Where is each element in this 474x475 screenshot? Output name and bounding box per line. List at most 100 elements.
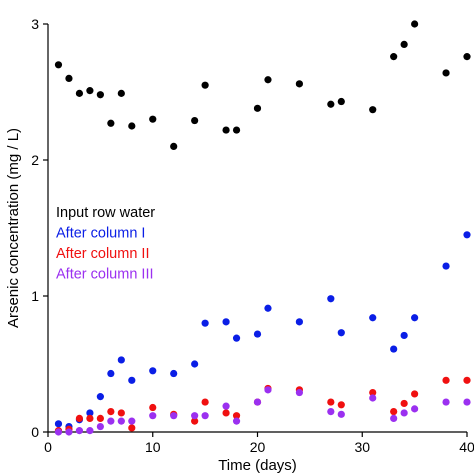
data-point-series-4 [191, 412, 199, 420]
data-point-series-2 [128, 376, 136, 384]
data-point-series-4 [170, 412, 178, 420]
data-point-series-4 [54, 428, 63, 436]
data-point-series-4 [442, 398, 450, 406]
data-point-series-1 [75, 89, 84, 97]
data-point-series-1 [128, 122, 136, 130]
data-point-series-2 [390, 345, 398, 353]
data-point-series-3 [75, 414, 84, 422]
data-point-series-2 [170, 369, 178, 378]
data-point-series-1 [369, 106, 377, 114]
data-point-series-3 [463, 376, 471, 384]
data-point-series-1 [295, 80, 303, 88]
data-point-series-4 [327, 408, 335, 416]
x-axis-title: Time (days) [218, 457, 297, 474]
data-point-series-1 [232, 126, 241, 134]
data-point-series-4 [264, 386, 272, 394]
x-tick-label: 20 [250, 439, 266, 455]
data-point-series-4 [463, 398, 471, 406]
data-point-series-3 [128, 424, 136, 432]
data-point-series-1 [96, 91, 104, 99]
data-point-series-2 [411, 314, 419, 322]
data-point-series-1 [54, 61, 63, 69]
data-point-series-1 [400, 40, 408, 49]
x-tick-label: 0 [44, 439, 52, 455]
y-axis-ticks: 0 1 2 3 [31, 16, 48, 440]
data-point-series-1 [149, 115, 157, 123]
x-tick-label: 40 [459, 439, 474, 455]
data-point-series-2 [400, 331, 408, 340]
data-point-series-4 [222, 402, 230, 410]
data-point-series-1 [191, 116, 199, 125]
data-point-series-2 [253, 330, 262, 338]
y-tick-label: 1 [31, 288, 39, 304]
data-point-series-3 [222, 409, 230, 417]
data-point-series-2 [295, 318, 303, 326]
data-point-series-1 [327, 100, 335, 108]
data-point-series-3 [369, 388, 377, 397]
data-point-series-1 [442, 69, 450, 77]
data-point-series-1 [86, 87, 94, 95]
data-point-series-1 [390, 53, 398, 61]
data-point-series-1 [117, 89, 125, 97]
legend-entry-input-row-water: Input row water [56, 205, 155, 221]
y-axis-title: Arsenic concentration (mg / L) [5, 128, 22, 328]
data-point-series-3 [86, 414, 94, 422]
data-point-series-1 [337, 97, 345, 106]
data-point-series-2 [463, 231, 471, 239]
data-point-series-4 [117, 417, 125, 425]
data-point-series-2 [201, 319, 209, 327]
data-point-series-3 [442, 376, 450, 384]
data-point-series-2 [149, 367, 157, 375]
data-point-series-2 [369, 314, 377, 322]
data-point-series-2 [264, 304, 272, 312]
data-point-series-2 [86, 409, 94, 417]
data-point-series-3 [337, 401, 345, 409]
data-point-series-4 [232, 417, 241, 425]
data-point-series-1 [411, 20, 419, 28]
data-point-series-4 [411, 405, 419, 413]
data-point-series-2 [232, 334, 241, 342]
data-point-series-4 [128, 417, 136, 425]
data-point-series-1 [201, 81, 209, 89]
data-point-series-3 [400, 399, 408, 408]
data-point-series-4 [65, 428, 73, 436]
data-point-series-1 [170, 142, 178, 150]
data-point-series-2 [442, 262, 450, 270]
legend-entry-after-column-2: After column II [56, 246, 149, 262]
data-point-series-3 [191, 417, 199, 425]
data-point-series-3 [201, 398, 209, 406]
data-point-series-4 [96, 422, 104, 431]
data-point-series-1 [222, 126, 230, 134]
legend-entry-after-column-1: After column I [56, 226, 145, 242]
x-tick-label: 10 [145, 439, 161, 455]
data-point-series-2 [107, 369, 115, 378]
data-point-series-1 [463, 53, 471, 61]
x-tick-label: 30 [354, 439, 370, 455]
data-point-series-2 [96, 393, 104, 401]
data-point-series-3 [149, 403, 157, 412]
x-axis-ticks: 0 10 20 30 40 [44, 432, 474, 455]
legend: Input row water After column I After col… [56, 205, 155, 283]
data-point-series-3 [390, 408, 398, 416]
y-tick-label: 3 [31, 16, 39, 32]
legend-entry-after-column-3: After column III [56, 267, 154, 283]
y-tick-label: 2 [31, 152, 39, 168]
data-point-series-4 [390, 414, 398, 422]
data-point-series-3 [411, 390, 419, 398]
data-point-series-1 [264, 76, 272, 84]
data-point-series-2 [54, 420, 63, 428]
data-point-series-2 [327, 295, 335, 303]
data-point-series-4 [253, 398, 262, 406]
data-point-series-2 [191, 360, 199, 368]
data-point-series-4 [107, 417, 115, 425]
data-point-series-2 [337, 329, 345, 337]
data-point-series-3 [327, 398, 335, 406]
data-point-series-4 [295, 388, 303, 397]
data-point-series-2 [117, 356, 125, 364]
data-points [54, 20, 471, 436]
data-point-series-1 [107, 119, 115, 127]
data-point-series-4 [149, 412, 157, 420]
data-point-series-3 [117, 409, 125, 417]
data-point-series-3 [107, 408, 115, 416]
